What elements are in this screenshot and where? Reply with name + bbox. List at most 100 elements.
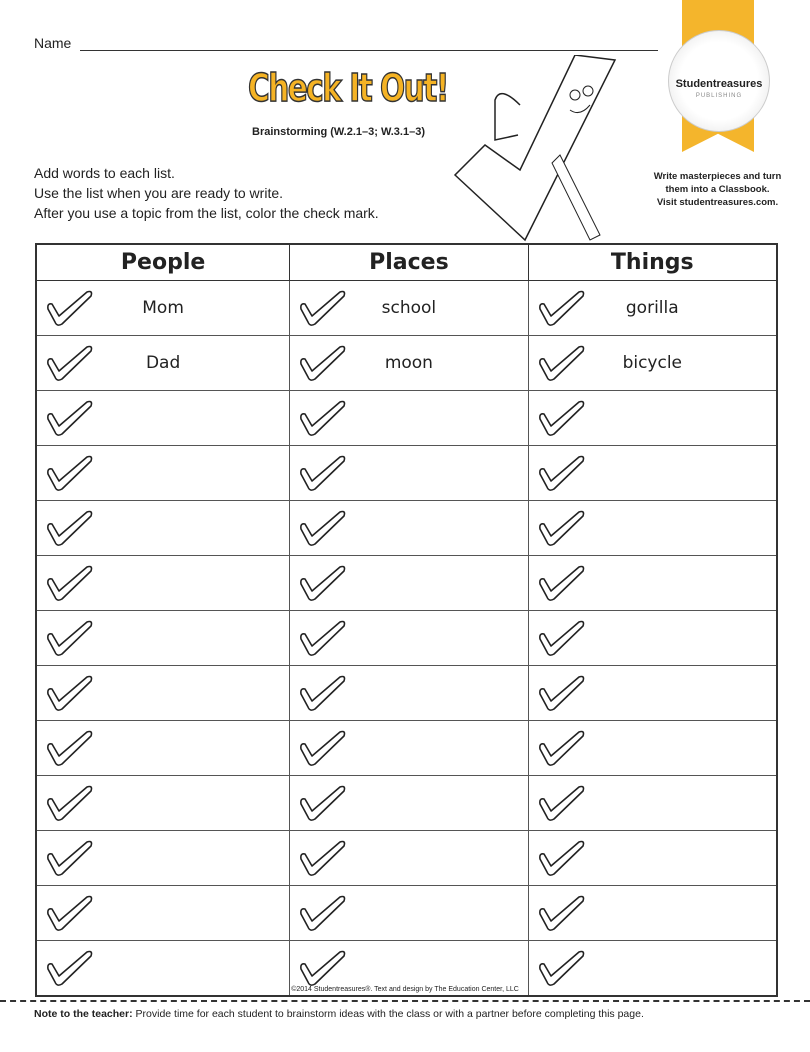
check-mark-icon[interactable] xyxy=(298,619,348,657)
list-cell[interactable] xyxy=(35,445,291,501)
check-mark-icon[interactable] xyxy=(537,344,587,382)
list-cell[interactable] xyxy=(527,720,778,776)
instructions: Add words to each list. Use the list whe… xyxy=(34,163,379,223)
check-mark-icon[interactable] xyxy=(537,674,587,712)
check-mark-icon[interactable] xyxy=(537,399,587,437)
entry-text: Mom xyxy=(142,298,184,318)
check-mark-icon[interactable] xyxy=(298,949,348,987)
list-cell[interactable] xyxy=(35,665,291,721)
list-cell[interactable] xyxy=(527,445,778,501)
check-mark-icon[interactable] xyxy=(537,784,587,822)
list-cell[interactable] xyxy=(527,500,778,556)
check-mark-icon[interactable] xyxy=(45,564,95,602)
list-cell[interactable] xyxy=(289,610,529,666)
check-mark-icon[interactable] xyxy=(298,564,348,602)
header-places: Places xyxy=(289,243,529,281)
check-mark-icon[interactable] xyxy=(537,619,587,657)
check-mark-icon[interactable] xyxy=(537,949,587,987)
list-cell[interactable] xyxy=(35,720,291,776)
list-cell[interactable] xyxy=(289,775,529,831)
logo-sub: PUBLISHING xyxy=(695,93,743,99)
check-mark-icon[interactable] xyxy=(298,289,348,327)
list-cell[interactable] xyxy=(527,830,778,886)
list-cell[interactable] xyxy=(35,775,291,831)
check-mark-icon[interactable] xyxy=(45,839,95,877)
list-cell[interactable] xyxy=(35,885,291,941)
check-mark-icon[interactable] xyxy=(298,839,348,877)
table-row: Mom school gorilla xyxy=(35,280,778,336)
instruction: After you use a topic from the list, col… xyxy=(34,205,379,221)
check-mark-icon[interactable] xyxy=(298,399,348,437)
check-mark-icon[interactable] xyxy=(45,454,95,492)
list-cell[interactable] xyxy=(35,830,291,886)
list-cell[interactable] xyxy=(35,610,291,666)
check-mark-icon[interactable] xyxy=(298,674,348,712)
list-cell[interactable] xyxy=(35,390,291,446)
list-cell[interactable] xyxy=(527,610,778,666)
check-mark-icon[interactable] xyxy=(298,784,348,822)
check-mark-icon[interactable] xyxy=(298,454,348,492)
list-cell[interactable] xyxy=(289,665,529,721)
check-mark-icon[interactable] xyxy=(45,289,95,327)
check-mark-icon[interactable] xyxy=(537,564,587,602)
name-label: Name xyxy=(34,35,72,51)
check-mark-icon[interactable] xyxy=(537,289,587,327)
check-mark-icon[interactable] xyxy=(537,839,587,877)
table-row xyxy=(35,390,778,446)
list-cell[interactable] xyxy=(289,830,529,886)
table-row xyxy=(35,445,778,501)
table-row: Dad moon bicycle xyxy=(35,335,778,391)
check-mark-icon[interactable] xyxy=(298,509,348,547)
list-cell[interactable] xyxy=(289,720,529,776)
check-mark-icon[interactable] xyxy=(537,729,587,767)
page-title: Check It Out! xyxy=(247,65,450,111)
list-cell[interactable] xyxy=(527,390,778,446)
table-row xyxy=(35,830,778,886)
list-cell[interactable] xyxy=(289,885,529,941)
table-row xyxy=(35,885,778,941)
check-mark-icon[interactable] xyxy=(298,344,348,382)
check-mark-icon[interactable] xyxy=(537,454,587,492)
list-cell[interactable] xyxy=(527,555,778,611)
list-cell[interactable] xyxy=(289,445,529,501)
promo-text: Write masterpieces and turn them into a … xyxy=(640,170,795,209)
list-cell[interactable] xyxy=(527,940,778,997)
check-mark-icon[interactable] xyxy=(298,729,348,767)
entry-text: bicycle xyxy=(622,353,683,373)
check-mascot-icon xyxy=(453,55,617,242)
list-cell[interactable] xyxy=(527,665,778,721)
list-cell[interactable] xyxy=(289,390,529,446)
check-mark-icon[interactable] xyxy=(45,674,95,712)
list-cell[interactable]: Mom xyxy=(35,280,291,336)
check-mark-icon[interactable] xyxy=(45,509,95,547)
name-field[interactable] xyxy=(80,50,658,51)
list-cell[interactable]: school xyxy=(289,280,529,336)
entry-text: gorilla xyxy=(625,298,679,318)
check-mark-icon[interactable] xyxy=(45,619,95,657)
list-cell[interactable]: bicycle xyxy=(527,335,778,391)
list-cell[interactable] xyxy=(289,940,529,997)
list-cell[interactable] xyxy=(35,500,291,556)
list-cell[interactable] xyxy=(289,500,529,556)
list-cell[interactable] xyxy=(527,885,778,941)
list-cell[interactable] xyxy=(35,940,291,997)
check-mark-icon[interactable] xyxy=(45,399,95,437)
brainstorm-table: People Places Things Mom school gorilla Dad… xyxy=(35,243,778,997)
list-cell[interactable] xyxy=(35,555,291,611)
list-cell[interactable]: gorilla xyxy=(527,280,778,336)
table-row xyxy=(35,775,778,831)
table-row xyxy=(35,665,778,721)
check-mark-icon[interactable] xyxy=(45,784,95,822)
list-cell[interactable] xyxy=(289,555,529,611)
check-mark-icon[interactable] xyxy=(45,729,95,767)
check-mark-icon[interactable] xyxy=(298,894,348,932)
check-mark-icon[interactable] xyxy=(45,894,95,932)
check-mark-icon[interactable] xyxy=(45,344,95,382)
list-cell[interactable]: Dad xyxy=(35,335,291,391)
check-mark-icon[interactable] xyxy=(45,949,95,987)
check-mark-icon[interactable] xyxy=(537,894,587,932)
list-cell[interactable]: moon xyxy=(289,335,529,391)
check-mark-icon[interactable] xyxy=(537,509,587,547)
list-cell[interactable] xyxy=(527,775,778,831)
